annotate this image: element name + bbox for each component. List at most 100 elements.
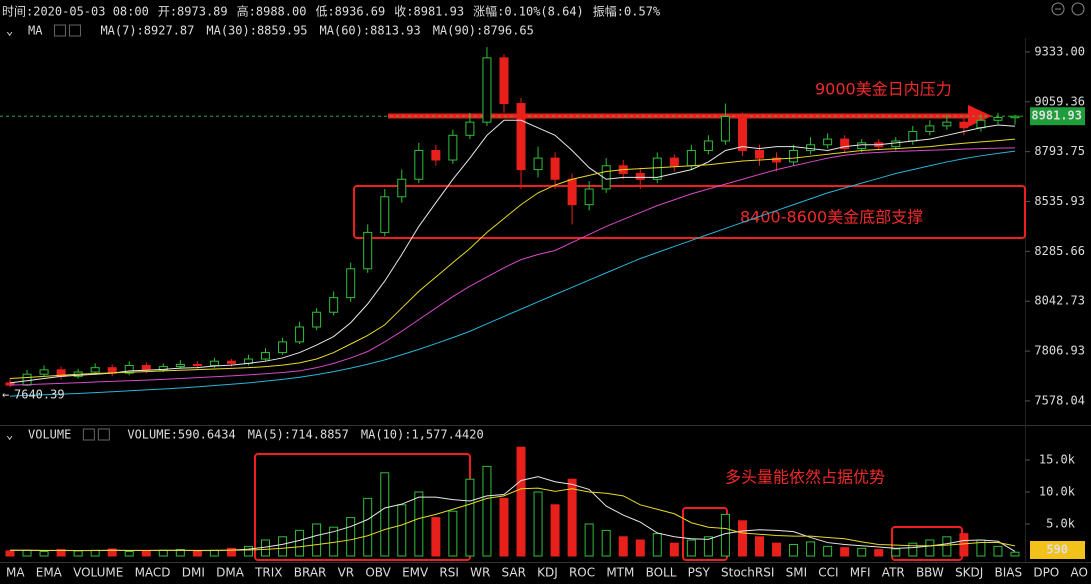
candle-body (516, 103, 526, 171)
header-field: 0.10%(8.64) (504, 5, 583, 19)
indicator-tab[interactable]: CCI (818, 566, 838, 580)
candle-body (363, 231, 373, 270)
indicator-tab[interactable]: MA (6, 566, 25, 580)
settings-icon (82, 428, 95, 441)
volume-bar (209, 549, 219, 557)
legend-entry: MA(10):1,577.4420 (361, 428, 484, 442)
candle-body (976, 119, 986, 129)
close-icon[interactable] (68, 24, 81, 37)
indicator-tab[interactable]: SMI (786, 566, 808, 580)
volume-bar (789, 543, 799, 557)
volume-ma-line (9, 487, 1016, 551)
candle-body (567, 178, 577, 206)
indicator-tab[interactable]: MACD (135, 566, 171, 580)
y-tick-label: 15.0k (1039, 453, 1076, 467)
header-field: 时间:2020-05-03 08:00 (2, 5, 149, 19)
minimize-icon[interactable] (1051, 2, 1065, 16)
volume-bar (312, 523, 322, 557)
indicator-tab[interactable]: ROC (569, 566, 595, 580)
indicator-tab[interactable]: DMA (216, 566, 245, 580)
candle-body (124, 365, 134, 374)
volume-bar (346, 517, 356, 557)
volume-bar (533, 491, 543, 557)
candle-body (652, 157, 662, 180)
annotation-box (353, 185, 1026, 239)
legend-entry: MA(90):8796.65 (433, 24, 534, 38)
indicator-tab[interactable]: MFI (850, 566, 871, 580)
close-icon[interactable] (97, 428, 110, 441)
candle-body (703, 140, 713, 151)
volume-bar (22, 549, 32, 557)
volume-bar (669, 542, 679, 557)
volume-bar (192, 550, 202, 557)
indicator-tab[interactable]: BIAS (995, 566, 1023, 580)
volume-bar (635, 539, 645, 557)
candle-body (141, 365, 151, 371)
volume-bar (175, 549, 185, 557)
header-field: 低:8936.69 (315, 5, 385, 19)
y-tick-label: 8042.73 (1034, 294, 1085, 308)
volume-bar (141, 550, 151, 557)
candle-body (908, 131, 918, 142)
volume-bar (1010, 551, 1020, 557)
indicator-tab[interactable]: VOLUME (73, 566, 123, 580)
indicator-tab[interactable]: SAR (502, 566, 526, 580)
volume-bar (806, 541, 816, 557)
indicator-tab[interactable]: TRIX (254, 566, 282, 580)
indicator-tab[interactable]: OBV (365, 566, 391, 580)
y-tick-label: 5.0k (1046, 517, 1076, 531)
candle-body (380, 196, 390, 233)
legend-entry: MA(7):8927.87 (100, 24, 194, 38)
collapse-arrow[interactable]: ⌄ (6, 24, 13, 38)
volume-bar (959, 533, 969, 557)
volume-bar (158, 549, 168, 557)
indicator-tab[interactable]: EMV (402, 566, 429, 580)
candle-body (857, 142, 867, 150)
legend-title: VOLUME (28, 428, 71, 442)
indicator-tab[interactable]: ATR (882, 566, 905, 580)
ma-line (9, 150, 1016, 397)
volume-bar (482, 465, 492, 557)
volume-bar (278, 536, 288, 557)
volume-bar (754, 536, 764, 557)
y-tick-label: 7578.04 (1034, 393, 1085, 407)
indicator-tab[interactable]: KDJ (537, 566, 558, 580)
indicator-tab[interactable]: WR (470, 566, 490, 580)
candle-body (959, 121, 969, 129)
volume-bar (5, 550, 15, 557)
volume-bar (397, 504, 407, 557)
indicator-tab[interactable]: BRAR (294, 566, 327, 580)
y-tick-label: 7806.93 (1034, 344, 1085, 358)
indicator-tab[interactable]: EMA (36, 566, 63, 580)
indicator-tab[interactable]: StochRSI (721, 566, 774, 580)
candle-body (192, 363, 202, 367)
volume-bar (448, 510, 458, 557)
indicator-tab[interactable]: PSY (688, 566, 711, 580)
indicator-tab[interactable]: SKDJ (955, 566, 983, 580)
indicator-tab[interactable]: VR (338, 566, 355, 580)
indicator-tab[interactable]: BBW (916, 566, 944, 580)
candle-body (789, 149, 799, 163)
indicator-tab[interactable]: AO (1070, 566, 1087, 580)
y-tick-label: 9333.00 (1034, 44, 1085, 58)
candle-body (39, 369, 49, 375)
volume-bar (499, 497, 509, 557)
annotation: 多头量能依然占据优势 (725, 468, 885, 487)
indicator-tab[interactable]: MTM (606, 566, 634, 580)
volume-bar (567, 478, 577, 557)
legend-entry: MA(5):714.8857 (248, 428, 349, 442)
indicator-tab[interactable]: DMI (182, 566, 205, 580)
legend-entry: VOLUME:590.6434 (127, 428, 235, 442)
volume-bar (107, 548, 117, 557)
volume-bar (516, 446, 526, 557)
close-icon[interactable] (1071, 2, 1085, 16)
volume-bar (124, 551, 134, 557)
indicator-tab[interactable]: DPO (1033, 566, 1059, 580)
candle-body (925, 125, 935, 133)
indicator-tab[interactable]: BOLL (646, 566, 677, 580)
indicator-tab[interactable]: RSI (439, 566, 459, 580)
collapse-arrow[interactable]: ⌄ (6, 428, 13, 442)
candle-body (295, 326, 305, 343)
candle-body (465, 121, 475, 136)
